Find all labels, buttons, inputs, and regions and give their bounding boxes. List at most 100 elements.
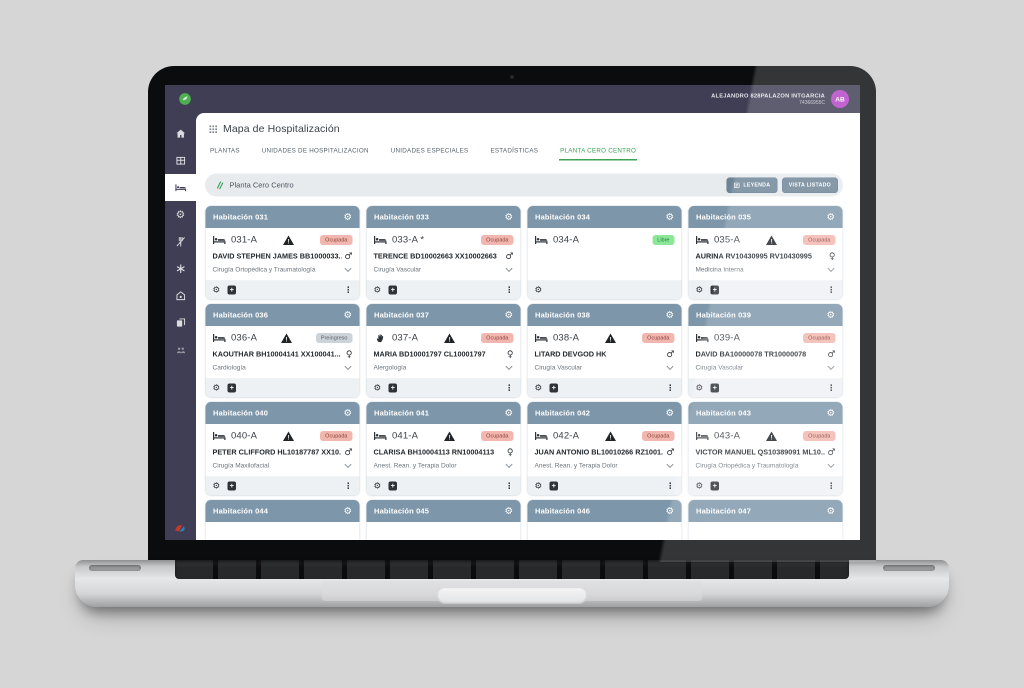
kebab-menu-icon[interactable]: ⋮ <box>505 383 514 393</box>
room-card-header[interactable]: Habitación 044 ⚙ <box>205 500 360 522</box>
gear-icon[interactable]: ⚙ <box>343 309 352 321</box>
add-icon[interactable]: + <box>710 481 720 491</box>
gear-icon[interactable]: ⚙ <box>504 211 513 223</box>
gear-icon[interactable]: ⚙ <box>504 407 513 419</box>
add-icon[interactable]: + <box>549 383 559 393</box>
room-card-header[interactable]: Habitación 046 ⚙ <box>527 500 682 522</box>
gear-icon[interactable]: ⚙ <box>826 211 835 223</box>
patient-name[interactable]: PETER CLIFFORD HL10187787 XX10... <box>212 448 342 457</box>
user-avatar[interactable]: AB <box>831 90 849 108</box>
gear-icon[interactable]: ⚙ <box>534 480 543 491</box>
room-card-header[interactable]: Habitación 031 ⚙ <box>205 206 360 228</box>
patient-name[interactable]: AURINA RV10430995 RV10430995 <box>695 252 812 261</box>
gear-icon[interactable]: ⚙ <box>665 505 674 517</box>
room-card-header[interactable]: Habitación 043 ⚙ <box>688 402 843 424</box>
room-card-header[interactable]: Habitación 045 ⚙ <box>366 500 521 522</box>
gear-icon[interactable]: ⚙ <box>695 480 704 491</box>
kebab-menu-icon[interactable]: ⋮ <box>344 285 353 295</box>
sidebar-item-users[interactable] <box>165 336 196 363</box>
gear-icon[interactable]: ⚙ <box>826 505 835 517</box>
gear-icon[interactable]: ⚙ <box>373 480 382 491</box>
sidebar-item-bed[interactable] <box>165 174 196 201</box>
gear-icon[interactable]: ⚙ <box>826 407 835 419</box>
sidebar-item-home-care[interactable] <box>165 282 196 309</box>
sidebar-item-settings[interactable]: ⚙ <box>165 201 196 228</box>
gear-icon[interactable]: ⚙ <box>504 505 513 517</box>
specialty-row[interactable]: Cirugía Ortopédica y Traumatología <box>696 459 836 472</box>
kebab-menu-icon[interactable]: ⋮ <box>666 383 675 393</box>
gear-icon[interactable]: ⚙ <box>343 211 352 223</box>
specialty-row[interactable]: Cirugía Ortopédica y Traumatología <box>213 263 353 276</box>
kebab-menu-icon[interactable]: ⋮ <box>505 285 514 295</box>
tab-plantas[interactable]: PLANTAS <box>209 147 241 161</box>
specialty-row[interactable]: Cirugía Maxilofacial <box>213 459 353 472</box>
room-card-header[interactable]: Habitación 047 ⚙ <box>688 500 843 522</box>
specialty-row[interactable]: Alergología <box>374 361 514 374</box>
add-icon[interactable]: + <box>227 285 237 295</box>
gear-icon[interactable]: ⚙ <box>373 284 382 295</box>
gear-icon[interactable]: ⚙ <box>343 407 352 419</box>
gear-icon[interactable]: ⚙ <box>695 382 704 393</box>
add-icon[interactable]: + <box>227 383 237 393</box>
room-card-header[interactable]: Habitación 035 ⚙ <box>688 206 843 228</box>
sidebar-item-library[interactable] <box>165 309 196 336</box>
tab-unidades-de-hospitalizacion[interactable]: UNIDADES DE HOSPITALIZACION <box>261 147 370 161</box>
room-card-header[interactable]: Habitación 041 ⚙ <box>366 402 521 424</box>
patient-name[interactable]: TERENCE BD10002663 XX10002663 <box>373 252 497 261</box>
patient-name[interactable]: MARIA BD10001797 CL10001797 <box>373 350 486 359</box>
kebab-menu-icon[interactable]: ⋮ <box>827 285 836 295</box>
specialty-row[interactable]: Cirugía Vascular <box>696 361 836 374</box>
legend-button[interactable]: LEYENDA <box>726 177 778 193</box>
specialty-row[interactable]: Anest. Rean. y Terapia Dolor <box>374 459 514 472</box>
gear-icon[interactable]: ⚙ <box>534 284 543 295</box>
sidebar-item-diet-restriction[interactable] <box>165 228 196 255</box>
patient-name[interactable]: VICTOR MANUEL QS10389091 ML10... <box>695 448 825 457</box>
room-card-header[interactable]: Habitación 039 ⚙ <box>688 304 843 326</box>
gear-icon[interactable]: ⚙ <box>695 284 704 295</box>
gear-icon[interactable]: ⚙ <box>665 407 674 419</box>
room-card-header[interactable]: Habitación 037 ⚙ <box>366 304 521 326</box>
tab-unidades-especiales[interactable]: UNIDADES ESPECIALES <box>390 147 470 161</box>
room-card-header[interactable]: Habitación 038 ⚙ <box>527 304 682 326</box>
sidebar-item-modules[interactable] <box>165 147 196 174</box>
room-card-header[interactable]: Habitación 042 ⚙ <box>527 402 682 424</box>
gear-icon[interactable]: ⚙ <box>373 382 382 393</box>
add-icon[interactable]: + <box>710 383 720 393</box>
sidebar-item-home[interactable] <box>165 120 196 147</box>
gear-icon[interactable]: ⚙ <box>826 309 835 321</box>
specialty-row[interactable]: Medicina Interna <box>696 263 836 276</box>
gear-icon[interactable]: ⚙ <box>665 309 674 321</box>
gear-icon[interactable]: ⚙ <box>212 480 221 491</box>
patient-name[interactable]: CLARISA BH10004113 RN10004113 <box>373 448 495 457</box>
gear-icon[interactable]: ⚙ <box>212 382 221 393</box>
add-icon[interactable]: + <box>549 481 559 491</box>
kebab-menu-icon[interactable]: ⋮ <box>505 481 514 491</box>
patient-name[interactable]: DAVID STEPHEN JAMES BB1000033... <box>212 252 342 261</box>
specialty-row[interactable]: Anest. Rean. y Terapia Dolor <box>535 459 675 472</box>
add-icon[interactable]: + <box>388 285 398 295</box>
room-card-header[interactable]: Habitación 040 ⚙ <box>205 402 360 424</box>
tab-planta-cero-centro[interactable]: PLANTA CERO CENTRO <box>559 147 638 161</box>
add-icon[interactable]: + <box>388 383 398 393</box>
room-card-header[interactable]: Habitación 036 ⚙ <box>205 304 360 326</box>
patient-name[interactable]: KAOUTHAR BH10004141 XX100041... <box>212 350 341 359</box>
sidebar-item-asterisk[interactable] <box>165 255 196 282</box>
kebab-menu-icon[interactable]: ⋮ <box>344 481 353 491</box>
add-icon[interactable]: + <box>227 481 237 491</box>
list-view-button[interactable]: VISTA LISTADO <box>781 177 838 193</box>
gear-icon[interactable]: ⚙ <box>343 505 352 517</box>
gear-icon[interactable]: ⚙ <box>212 284 221 295</box>
tab-estad-sticas[interactable]: ESTADÍSTICAS <box>489 147 539 161</box>
specialty-row[interactable]: Cardiología <box>213 361 353 374</box>
patient-name[interactable]: JUAN ANTONIO BL10010266 RZ1001... <box>534 448 664 457</box>
add-icon[interactable]: + <box>388 481 398 491</box>
specialty-row[interactable]: Cirugía Vascular <box>374 263 514 276</box>
kebab-menu-icon[interactable]: ⋮ <box>666 481 675 491</box>
specialty-row[interactable]: Cirugía Vascular <box>535 361 675 374</box>
room-card-header[interactable]: Habitación 034 ⚙ <box>527 206 682 228</box>
gear-icon[interactable]: ⚙ <box>534 382 543 393</box>
patient-name[interactable]: LITARD DEVGOD HK <box>534 350 607 359</box>
add-icon[interactable]: + <box>710 285 720 295</box>
kebab-menu-icon[interactable]: ⋮ <box>827 481 836 491</box>
room-card-header[interactable]: Habitación 033 ⚙ <box>366 206 521 228</box>
